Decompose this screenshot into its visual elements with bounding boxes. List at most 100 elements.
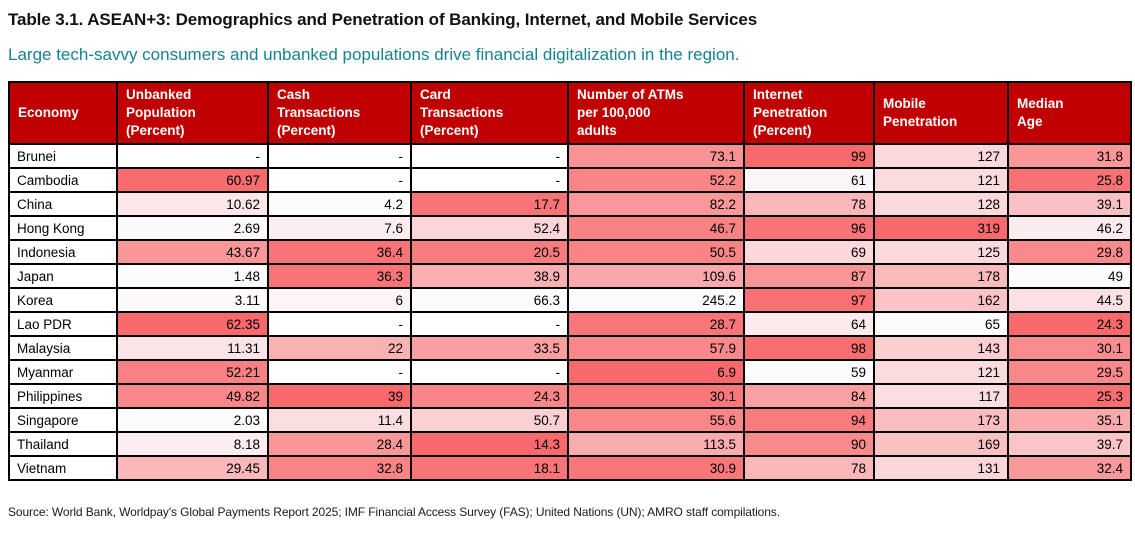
value-cell: 39.1 bbox=[1007, 191, 1132, 217]
value-cell: 32.4 bbox=[1007, 455, 1132, 481]
economy-cell: Hong Kong bbox=[8, 215, 118, 241]
value-cell: 57.9 bbox=[567, 335, 745, 361]
value-cell: 30.1 bbox=[567, 383, 745, 409]
value-cell: 50.5 bbox=[567, 239, 745, 265]
value-cell: 36.3 bbox=[267, 263, 412, 289]
value-cell: 46.2 bbox=[1007, 215, 1132, 241]
page-subtitle: Large tech-savvy consumers and unbanked … bbox=[8, 45, 740, 64]
value-cell: 33.5 bbox=[410, 335, 569, 361]
value-cell: 319 bbox=[873, 215, 1009, 241]
value-cell: 90 bbox=[743, 431, 875, 457]
value-cell: - bbox=[410, 143, 569, 169]
table-row: Singapore 2.03 11.4 50.7 55.6 94 173 35.1 bbox=[8, 407, 1132, 433]
column-header-2: Cash Transactions (Percent) bbox=[267, 81, 412, 145]
value-cell: 49 bbox=[1007, 263, 1132, 289]
value-cell: 24.3 bbox=[1007, 311, 1132, 337]
value-cell: 62.35 bbox=[116, 311, 269, 337]
table-row: China 10.62 4.2 17.7 82.2 78 128 39.1 bbox=[8, 191, 1132, 217]
table-row: Thailand 8.18 28.4 14.3 113.5 90 169 39.7 bbox=[8, 431, 1132, 457]
value-cell: 29.8 bbox=[1007, 239, 1132, 265]
economy-cell: Cambodia bbox=[8, 167, 118, 193]
value-cell: 38.9 bbox=[410, 263, 569, 289]
table-header: Economy Unbanked Population (Percent) Cash… bbox=[8, 81, 1132, 145]
report-page: Table 3.1. ASEAN+3: Demographics and Pen… bbox=[8, 10, 1132, 519]
value-cell: 78 bbox=[743, 455, 875, 481]
table-row: Cambodia 60.97- -52.2 61 121 25.8 bbox=[8, 167, 1132, 193]
table-row: Philippines 49.82 39 24.3 30.1 84 117 25.3 bbox=[8, 383, 1132, 409]
value-cell: 82.2 bbox=[567, 191, 745, 217]
value-cell: 43.67 bbox=[116, 239, 269, 265]
value-cell: - bbox=[267, 143, 412, 169]
table-body: Brunei - - -73.1 99 127 31.8 Cambodia 60.97- -52.… bbox=[8, 143, 1132, 481]
value-cell: 10.62 bbox=[116, 191, 269, 217]
table-row: Indonesia 43.67 36.4 20.5 50.5 69 125 29.8 bbox=[8, 239, 1132, 265]
value-cell: 32.8 bbox=[267, 455, 412, 481]
value-cell: 6.9 bbox=[567, 359, 745, 385]
economy-cell: Vietnam bbox=[8, 455, 118, 481]
economy-cell: Korea bbox=[8, 287, 118, 313]
value-cell: 84 bbox=[743, 383, 875, 409]
table-row: Vietnam 29.45 32.8 18.1 30.9 78 131 32.4 bbox=[8, 455, 1132, 481]
economy-cell: Indonesia bbox=[8, 239, 118, 265]
value-cell: 99 bbox=[743, 143, 875, 169]
value-cell: 87 bbox=[743, 263, 875, 289]
value-cell: 52.2 bbox=[567, 167, 745, 193]
economy-cell: Singapore bbox=[8, 407, 118, 433]
value-cell: 35.1 bbox=[1007, 407, 1132, 433]
value-cell: 25.8 bbox=[1007, 167, 1132, 193]
value-cell: 30.9 bbox=[567, 455, 745, 481]
value-cell: 39 bbox=[267, 383, 412, 409]
table-row: Brunei - - -73.1 99 127 31.8 bbox=[8, 143, 1132, 169]
economy-cell: China bbox=[8, 191, 118, 217]
table-row: Hong Kong 2.69 7.6 52.4 46.7 96 319 46.2 bbox=[8, 215, 1132, 241]
value-cell: - bbox=[267, 311, 412, 337]
value-cell: 113.5 bbox=[567, 431, 745, 457]
value-cell: 14.3 bbox=[410, 431, 569, 457]
value-cell: 28.4 bbox=[267, 431, 412, 457]
table-row: Japan 1.48 36.3 38.9 109.6 87 178 49 bbox=[8, 263, 1132, 289]
economy-cell: Japan bbox=[8, 263, 118, 289]
value-cell: - bbox=[116, 143, 269, 169]
value-cell: 121 bbox=[873, 359, 1009, 385]
value-cell: - bbox=[410, 311, 569, 337]
value-cell: 11.31 bbox=[116, 335, 269, 361]
column-header-3: Card Transactions (Percent) bbox=[410, 81, 569, 145]
value-cell: 69 bbox=[743, 239, 875, 265]
value-cell: 44.5 bbox=[1007, 287, 1132, 313]
value-cell: 50.7 bbox=[410, 407, 569, 433]
value-cell: 36.4 bbox=[267, 239, 412, 265]
value-cell: 2.69 bbox=[116, 215, 269, 241]
economy-cell: Brunei bbox=[8, 143, 118, 169]
value-cell: 61 bbox=[743, 167, 875, 193]
value-cell: 52.21 bbox=[116, 359, 269, 385]
value-cell: - bbox=[410, 359, 569, 385]
page-title: Table 3.1. ASEAN+3: Demographics and Pen… bbox=[8, 10, 758, 29]
value-cell: 18.1 bbox=[410, 455, 569, 481]
value-cell: 96 bbox=[743, 215, 875, 241]
value-cell: 17.7 bbox=[410, 191, 569, 217]
value-cell: 3.11 bbox=[116, 287, 269, 313]
value-cell: 121 bbox=[873, 167, 1009, 193]
value-cell: 39.7 bbox=[1007, 431, 1132, 457]
value-cell: 24.3 bbox=[410, 383, 569, 409]
table-row: Myanmar 52.21- -6.9 59 121 29.5 bbox=[8, 359, 1132, 385]
economy-cell: Philippines bbox=[8, 383, 118, 409]
value-cell: 109.6 bbox=[567, 263, 745, 289]
value-cell: 64 bbox=[743, 311, 875, 337]
demographics-table: Economy Unbanked Population (Percent) Cash… bbox=[8, 81, 1132, 481]
value-cell: - bbox=[410, 167, 569, 193]
value-cell: 143 bbox=[873, 335, 1009, 361]
value-cell: 11.4 bbox=[267, 407, 412, 433]
value-cell: 46.7 bbox=[567, 215, 745, 241]
value-cell: 29.45 bbox=[116, 455, 269, 481]
value-cell: 98 bbox=[743, 335, 875, 361]
value-cell: 30.1 bbox=[1007, 335, 1132, 361]
value-cell: 59 bbox=[743, 359, 875, 385]
value-cell: 1.48 bbox=[116, 263, 269, 289]
value-cell: 162 bbox=[873, 287, 1009, 313]
value-cell: 31.8 bbox=[1007, 143, 1132, 169]
source-note: Source: World Bank, Worldpay's Global Pa… bbox=[8, 505, 780, 519]
value-cell: - bbox=[267, 167, 412, 193]
value-cell: 2.03 bbox=[116, 407, 269, 433]
value-cell: 55.6 bbox=[567, 407, 745, 433]
